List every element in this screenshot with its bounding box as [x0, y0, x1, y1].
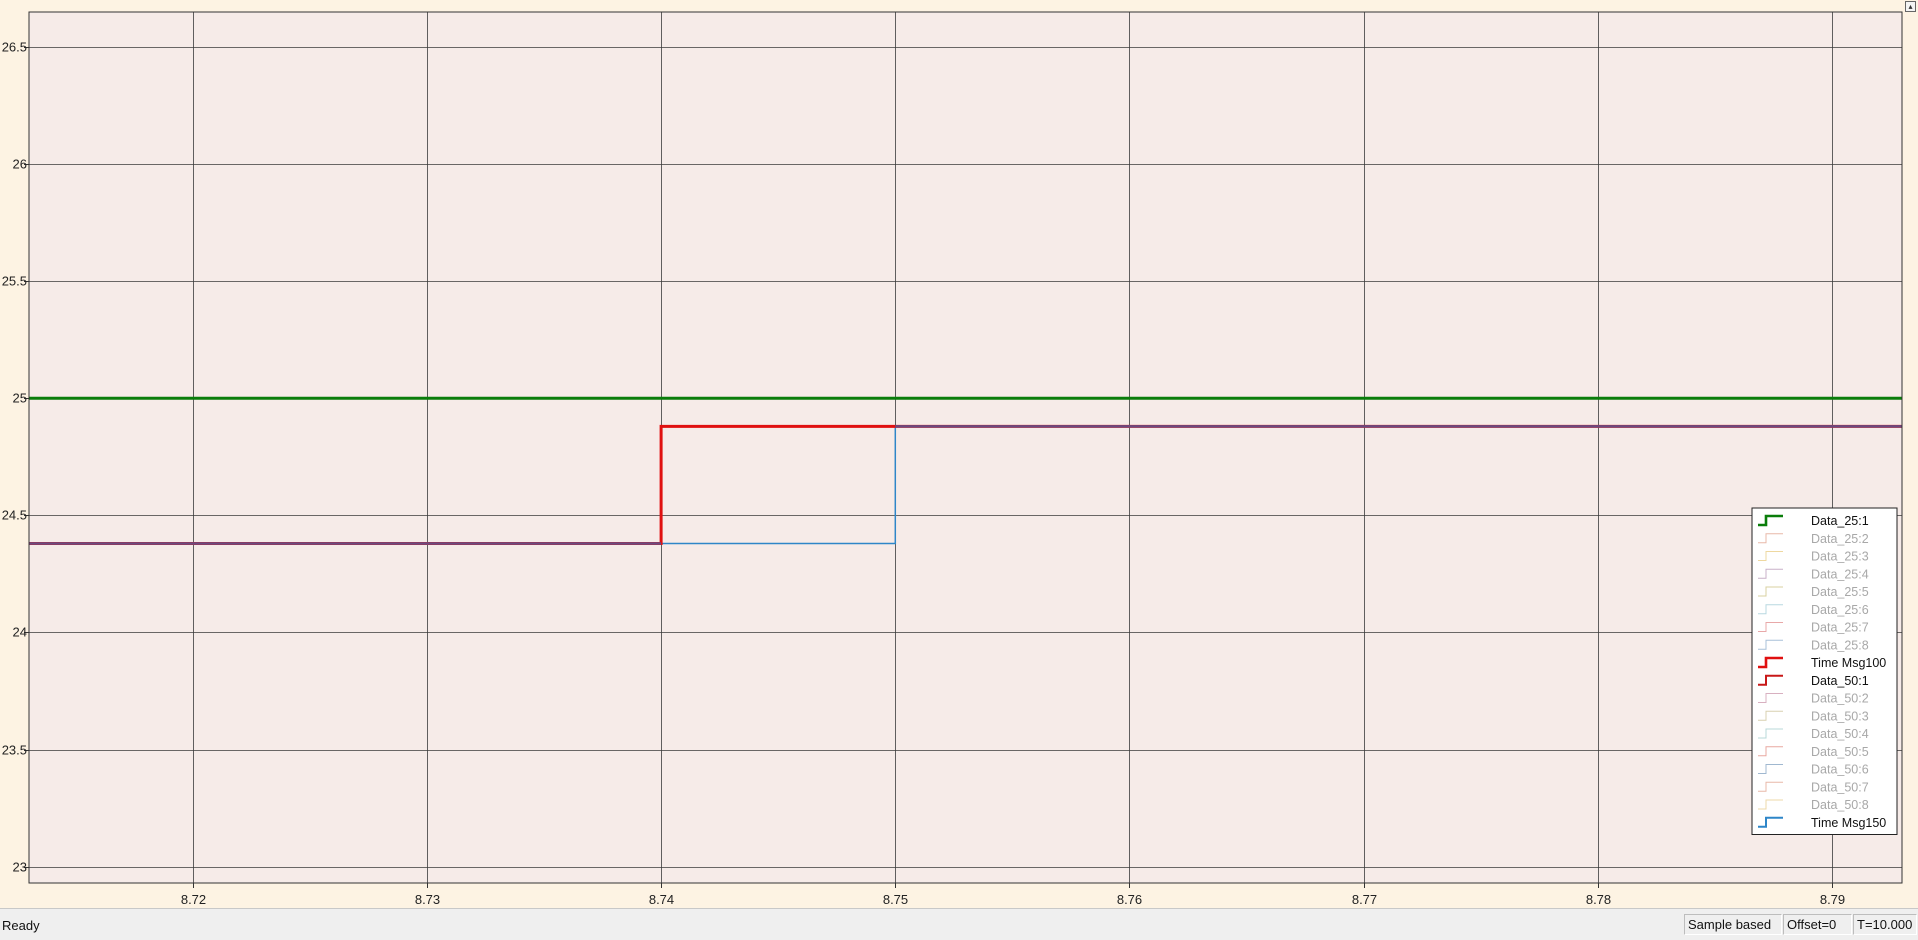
y-tick-label: 26.5 [2, 40, 27, 55]
x-tick-label: 8.72 [181, 892, 206, 907]
legend-swatch-icon [1758, 710, 1783, 721]
status-text: Ready [2, 918, 40, 933]
sample-mode-cell: Sample based [1684, 914, 1782, 935]
axes-background [29, 12, 1902, 883]
legend-swatch-icon [1758, 728, 1783, 739]
legend-item-label[interactable]: Data_50:3 [1811, 709, 1869, 723]
legend-swatch-icon [1758, 746, 1783, 757]
legend-swatch-icon [1758, 781, 1783, 792]
status-bar: Ready Sample based Offset=0 T=10.000 [0, 908, 1918, 940]
legend-swatch-icon [1758, 674, 1783, 686]
expand-icon[interactable]: ▴ [1905, 1, 1916, 12]
legend-item-label[interactable]: Data_50:1 [1811, 674, 1869, 688]
x-tick-label: 8.79 [1820, 892, 1845, 907]
legend-swatch-icon [1758, 514, 1783, 527]
x-tick-label: 8.74 [649, 892, 674, 907]
x-tick-label: 8.78 [1586, 892, 1611, 907]
legend-item-label[interactable]: Data_25:4 [1811, 567, 1869, 581]
legend-item-label[interactable]: Data_50:5 [1811, 745, 1869, 759]
legend-item-label[interactable]: Data_50:2 [1811, 692, 1869, 706]
legend-swatch-icon [1758, 586, 1783, 597]
legend-item-label[interactable]: Data_25:1 [1811, 514, 1869, 528]
legend[interactable]: Data_25:1 Data_25:2 Data_25:3 Data_25:4 Data… [1751, 507, 1898, 835]
legend-item-label[interactable]: Data_25:5 [1811, 585, 1869, 599]
x-tick-label: 8.73 [415, 892, 440, 907]
legend-swatch-icon [1758, 656, 1783, 669]
legend-swatch-icon [1758, 693, 1783, 703]
legend-item-label[interactable]: Time Msg150 [1811, 816, 1886, 830]
legend-item-label[interactable]: Data_25:8 [1811, 638, 1869, 652]
legend-item-label[interactable]: Data_50:8 [1811, 798, 1869, 812]
y-tick-label: 24.5 [2, 508, 27, 523]
legend-item-label[interactable]: Data_25:6 [1811, 603, 1869, 617]
legend-swatch-icon [1758, 604, 1783, 615]
scope-plot[interactable]: 8.72 8.73 8.74 8.75 8.76 8.77 8.78 8.79 23 23.5 24… [0, 0, 1918, 908]
y-tick-label: 25 [13, 391, 27, 406]
x-tick-label: 8.77 [1352, 892, 1377, 907]
legend-swatch-icon [1758, 533, 1783, 544]
legend-swatch-icon [1758, 639, 1783, 650]
legend-item-label[interactable]: Data_50:7 [1811, 780, 1869, 794]
legend-item-label[interactable]: Data_50:6 [1811, 763, 1869, 777]
scope-window: 8.72 8.73 8.74 8.75 8.76 8.77 8.78 8.79 23 23.5 24… [0, 0, 1918, 908]
time-cell: T=10.000 [1853, 914, 1917, 935]
y-tick-label: 26 [13, 157, 27, 172]
legend-swatch-icon [1758, 816, 1783, 828]
legend-swatch-icon [1758, 551, 1783, 561]
tick-labels: 8.72 8.73 8.74 8.75 8.76 8.77 8.78 8.79 23 23.5 24… [2, 40, 1845, 908]
legend-item-label[interactable]: Data_25:7 [1811, 621, 1869, 635]
legend-item-label[interactable]: Data_25:2 [1811, 532, 1869, 546]
legend-swatch-icon [1758, 764, 1783, 774]
legend-swatch-icon [1758, 568, 1783, 579]
y-tick-label: 24 [13, 625, 27, 640]
legend-box [1751, 507, 1898, 835]
y-tick-label: 23.5 [2, 743, 27, 758]
y-tick-label: 25.5 [2, 274, 27, 289]
legend-item-label[interactable]: Time Msg100 [1811, 656, 1886, 670]
legend-item-label[interactable]: Data_25:3 [1811, 550, 1869, 564]
axes-frame [28, 11, 1903, 884]
x-tick-label: 8.76 [1117, 892, 1142, 907]
legend-swatch-icon [1758, 799, 1783, 810]
y-tick-label: 23 [13, 860, 27, 875]
legend-item-label[interactable]: Data_50:4 [1811, 727, 1869, 741]
offset-cell: Offset=0 [1783, 914, 1852, 935]
x-tick-label: 8.75 [883, 892, 908, 907]
series-lines [29, 396, 1902, 545]
legend-swatch-icon [1758, 622, 1783, 632]
